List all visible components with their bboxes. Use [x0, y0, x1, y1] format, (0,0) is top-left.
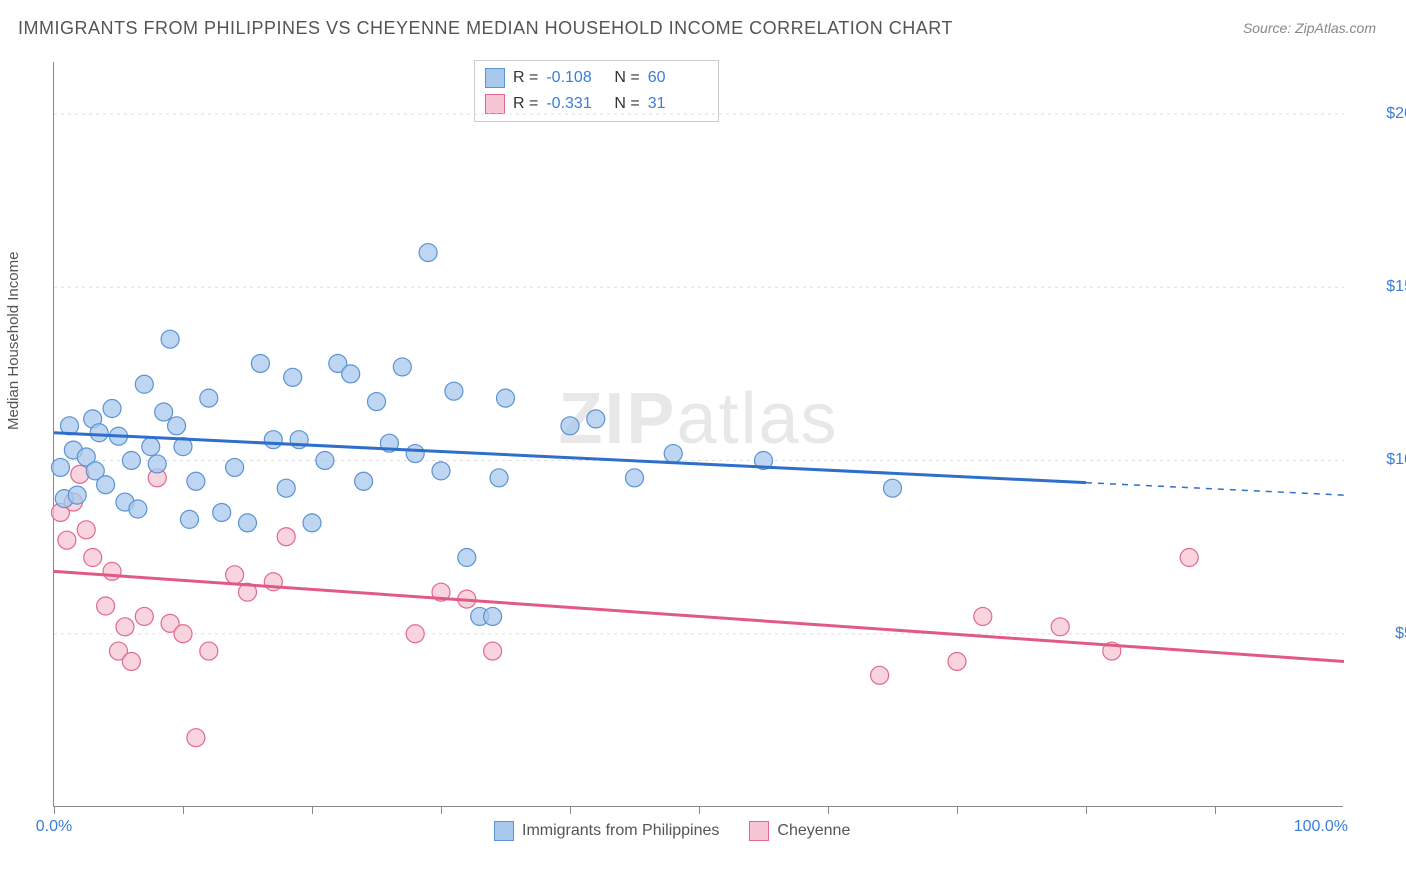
data-point: [97, 476, 115, 494]
data-point: [103, 400, 121, 418]
x-tick: [54, 806, 55, 814]
trend-line-extrapolated: [1086, 483, 1344, 495]
x-tick: [570, 806, 571, 814]
data-point: [419, 244, 437, 262]
data-point: [155, 403, 173, 421]
data-point: [1051, 618, 1069, 636]
data-point: [77, 521, 95, 539]
data-point: [368, 393, 386, 411]
data-point: [90, 424, 108, 442]
x-tick: [183, 806, 184, 814]
data-point: [664, 445, 682, 463]
trend-line: [54, 433, 1086, 483]
legend-item-pink: Cheyenne: [749, 821, 850, 841]
data-point: [277, 479, 295, 497]
chart-title: IMMIGRANTS FROM PHILIPPINES VS CHEYENNE …: [18, 18, 953, 39]
x-tick: [1086, 806, 1087, 814]
legend-item-blue: Immigrants from Philippines: [494, 821, 719, 841]
data-point: [458, 549, 476, 567]
data-point: [484, 642, 502, 660]
legend-series: Immigrants from Philippines Cheyenne: [494, 821, 850, 841]
data-point: [97, 597, 115, 615]
data-point: [561, 417, 579, 435]
x-tick: [828, 806, 829, 814]
y-tick-label: $150,000: [1353, 278, 1406, 296]
data-point: [432, 462, 450, 480]
legend-label-blue: Immigrants from Philippines: [522, 822, 719, 840]
data-point: [103, 562, 121, 580]
data-point: [871, 666, 889, 684]
data-point: [200, 642, 218, 660]
plot-area: ZIPatlas R = -0.108 N = 60 R = -0.331 N …: [53, 62, 1343, 807]
data-point: [884, 479, 902, 497]
data-point: [342, 365, 360, 383]
data-point: [174, 625, 192, 643]
data-point: [187, 729, 205, 747]
x-tick: [441, 806, 442, 814]
trend-line: [54, 571, 1344, 661]
data-point: [51, 458, 69, 476]
data-point: [490, 469, 508, 487]
y-tick-label: $50,000: [1353, 625, 1406, 643]
data-point: [200, 389, 218, 407]
data-point: [948, 652, 966, 670]
legend-swatch-blue-icon: [494, 821, 514, 841]
data-point: [187, 472, 205, 490]
data-point: [148, 455, 166, 473]
data-point: [239, 514, 257, 532]
data-point: [277, 528, 295, 546]
data-point: [406, 625, 424, 643]
data-point: [122, 652, 140, 670]
y-tick-label: $100,000: [1353, 451, 1406, 469]
data-point: [226, 458, 244, 476]
data-point: [213, 503, 231, 521]
data-point: [129, 500, 147, 518]
data-point: [122, 451, 140, 469]
x-tick: [312, 806, 313, 814]
y-tick-label: $200,000: [1353, 105, 1406, 123]
data-point: [251, 354, 269, 372]
data-point: [58, 531, 76, 549]
data-point: [168, 417, 186, 435]
x-axis-max-label: 100.0%: [1294, 818, 1348, 836]
data-point: [68, 486, 86, 504]
data-point: [135, 375, 153, 393]
legend-label-pink: Cheyenne: [777, 822, 850, 840]
data-point: [445, 382, 463, 400]
data-point: [180, 510, 198, 528]
data-point: [142, 438, 160, 456]
data-point: [1180, 549, 1198, 567]
chart-svg: [54, 62, 1343, 806]
data-point: [974, 607, 992, 625]
y-axis-label: Median Household Income: [5, 252, 22, 430]
x-tick: [1215, 806, 1216, 814]
source-credit: Source: ZipAtlas.com: [1243, 20, 1376, 36]
data-point: [161, 330, 179, 348]
data-point: [264, 431, 282, 449]
data-point: [316, 451, 334, 469]
data-point: [484, 607, 502, 625]
data-point: [587, 410, 605, 428]
x-axis-min-label: 0.0%: [36, 818, 72, 836]
data-point: [393, 358, 411, 376]
legend-swatch-pink-icon: [749, 821, 769, 841]
data-point: [116, 618, 134, 636]
data-point: [626, 469, 644, 487]
data-point: [226, 566, 244, 584]
x-tick: [957, 806, 958, 814]
data-point: [406, 445, 424, 463]
data-point: [135, 607, 153, 625]
data-point: [284, 368, 302, 386]
data-point: [71, 465, 89, 483]
data-point: [497, 389, 515, 407]
x-tick: [699, 806, 700, 814]
data-point: [355, 472, 373, 490]
data-point: [84, 549, 102, 567]
data-point: [303, 514, 321, 532]
